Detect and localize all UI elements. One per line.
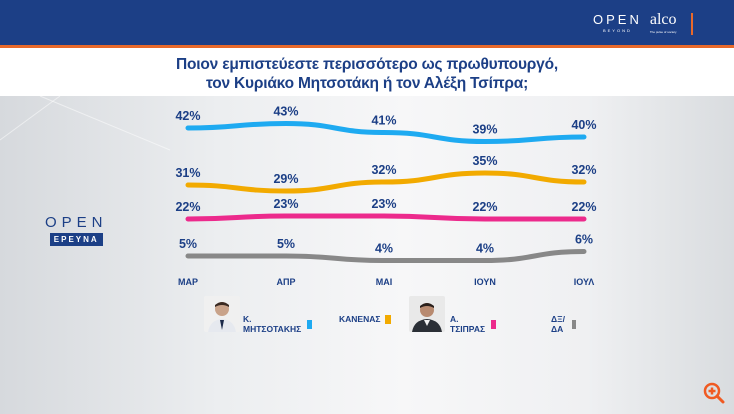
value-label: 6% <box>575 233 593 247</box>
open-logo-badge: ΕΡΕΥΝΑ <box>49 233 103 246</box>
series-line-1 <box>185 170 587 194</box>
value-label: 35% <box>472 154 497 168</box>
x-tick-label: ΑΠΡ <box>276 277 295 287</box>
alco-logo: alco The pulse of society <box>649 11 677 35</box>
open-beyond-logo: OPEN BEYOND <box>593 13 642 33</box>
alco-logo-text: alco <box>649 11 677 28</box>
open-logo-text: OPEN <box>593 12 642 27</box>
legend-item-tsipras: Α. ΤΣΙΠΡΑΣ <box>450 314 497 334</box>
value-label: 32% <box>571 163 596 177</box>
legend-item-dxda: ΔΞ/ΔΑ <box>551 314 576 334</box>
series-line-2 <box>185 213 587 222</box>
value-label: 4% <box>375 242 393 256</box>
value-labels: 42% 43% 41% 39% 40% 31% 29% 32% 35% 32% 22% 23% 23% 2… <box>175 105 596 256</box>
chart-background <box>0 96 734 414</box>
value-label: 22% <box>472 200 497 214</box>
alco-logo-sub: The pulse of society <box>649 30 677 34</box>
value-label: 43% <box>273 105 298 119</box>
mitsotakis-photo <box>204 296 240 332</box>
value-label: 4% <box>476 242 494 256</box>
legend-item-kanenas: ΚΑΝΕΝΑΣ <box>339 314 392 324</box>
legend-swatch-yellow <box>385 314 392 324</box>
legend-swatch-grey <box>572 319 576 329</box>
value-label: 23% <box>371 197 396 211</box>
tsipras-photo <box>409 296 445 332</box>
value-label: 22% <box>571 200 596 214</box>
value-label: 42% <box>175 109 200 123</box>
zoom-in-icon[interactable] <box>702 381 726 405</box>
x-tick-label: ΙΟΥΛ <box>574 277 594 287</box>
x-tick-label: ΜΑΡ <box>178 277 198 287</box>
chart-title: Ποιον εμπιστεύεστε περισσότερο ως πρωθυπ… <box>0 48 734 96</box>
legend-item-mitsotakis: Κ. ΜΗΤΣΟΤΑΚΗΣ <box>243 314 313 334</box>
open-logo-sub: BEYOND <box>602 28 632 33</box>
legend-swatch-blue <box>307 319 313 329</box>
value-label: 40% <box>571 118 596 132</box>
value-label: 29% <box>273 172 298 186</box>
x-tick-label: ΜΑΙ <box>376 277 393 287</box>
brand-divider <box>690 13 693 35</box>
value-label: 5% <box>179 237 197 251</box>
value-label: 39% <box>472 123 497 137</box>
brand-logos: OPEN BEYOND alco The pulse of society <box>593 11 693 35</box>
series-lines <box>185 120 587 263</box>
series-line-0 <box>185 120 587 145</box>
value-label: 23% <box>273 197 298 211</box>
legend-swatch-pink <box>491 319 497 329</box>
accent-divider <box>0 45 734 48</box>
value-label: 31% <box>175 166 200 180</box>
title-line-1: Ποιον εμπιστεύεστε περισσότερο ως πρωθυπ… <box>176 56 558 73</box>
series-line-3 <box>185 249 587 263</box>
x-axis-labels: ΜΑΡ ΑΠΡ ΜΑΙ ΙΟΥΝ ΙΟΥΛ <box>178 277 594 287</box>
x-tick-label: ΙΟΥΝ <box>474 277 496 287</box>
value-label: 32% <box>371 163 396 177</box>
value-label: 22% <box>175 200 200 214</box>
value-label: 5% <box>277 237 295 251</box>
open-logo-word: OPEN <box>45 214 108 231</box>
background-lines <box>0 95 171 151</box>
value-label: 41% <box>371 114 396 128</box>
header-bar: OPEN BEYOND alco The pulse of society <box>0 0 734 45</box>
open-research-logo: OPEN ΕΡΕΥΝΑ <box>45 215 108 246</box>
title-line-2: τον Κυριάκο Μητσοτάκη ή τον Αλέξη Τσίπρα… <box>205 75 529 92</box>
